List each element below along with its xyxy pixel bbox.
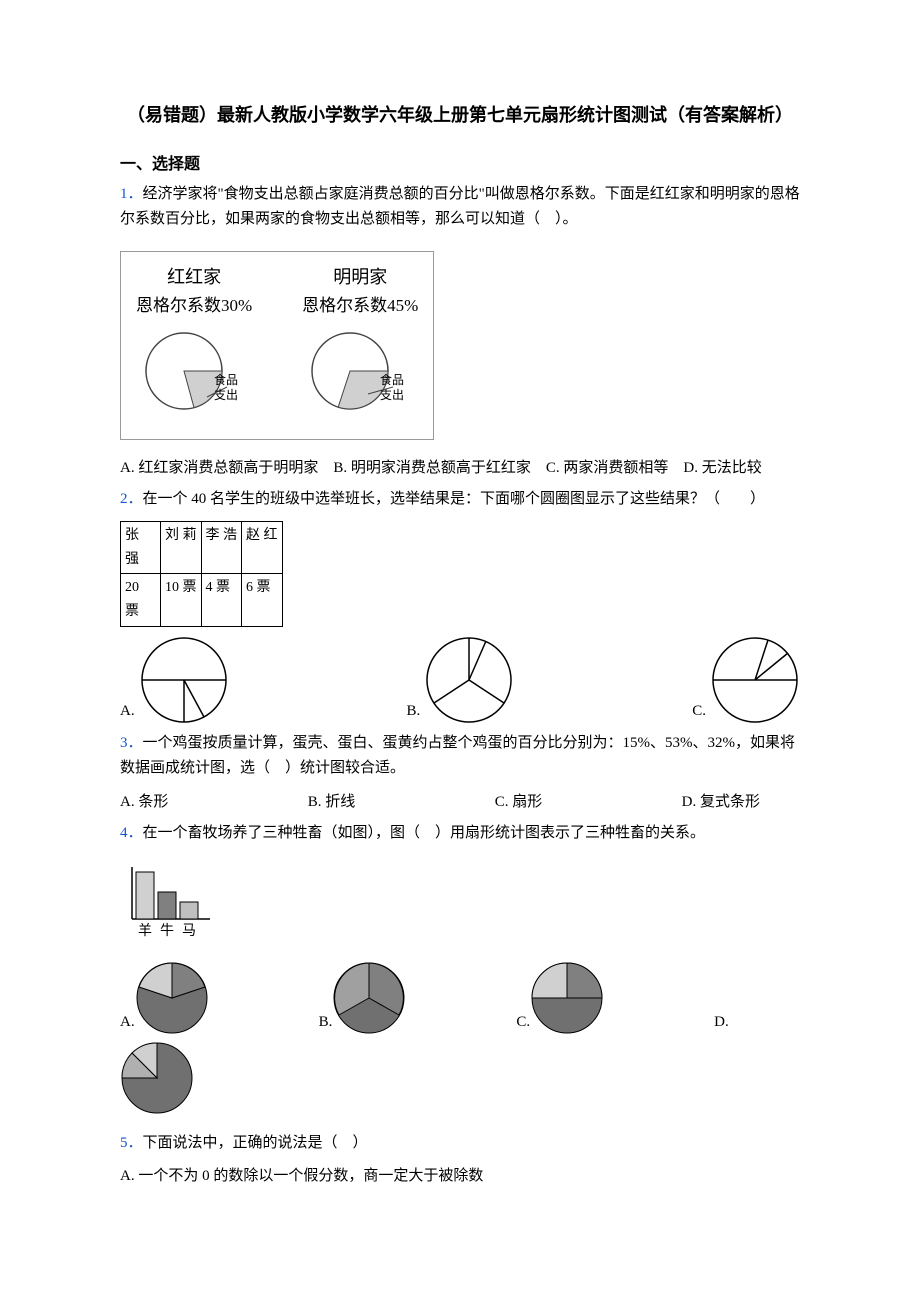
q4-opt-b-label: B.	[319, 1010, 333, 1036]
table-cell: 20 票	[121, 574, 161, 627]
q4-opt-d-label: D.	[714, 1010, 729, 1036]
engel-right-label: 食品	[380, 372, 404, 387]
section-header: 一、选择题	[120, 151, 800, 178]
q1-opt-a: A. 红红家消费总额高于明明家	[120, 456, 318, 482]
table-cell: 4 票	[201, 574, 242, 627]
table-cell: 李 浩	[201, 521, 242, 574]
engel-right: 明明家 恩格尔系数45% 食品 支出	[302, 262, 418, 429]
q4-barchart: 羊 牛 马	[120, 857, 800, 952]
table-row: 张 强 刘 莉 李 浩 赵 红	[121, 521, 283, 574]
q3-options: A. 条形 B. 折线 C. 扇形 D. 复式条形	[120, 790, 800, 816]
engel-right-name: 明明家	[302, 262, 418, 293]
engel-left-pie: 食品 支出	[139, 329, 249, 419]
q1-options: A. 红红家消费总额高于明明家 B. 明明家消费总额高于红红家 C. 两家消费额…	[120, 456, 800, 482]
svg-text:马: 马	[182, 923, 196, 939]
q4-text: 在一个畜牧场养了三种牲畜（如图），图（ ）用扇形统计图表示了三种牲畜的关系。	[143, 825, 706, 841]
q2-opt-c-label: C.	[692, 699, 706, 725]
q2-pie-a	[139, 635, 229, 725]
q1-opt-c: C. 两家消费额相等	[546, 456, 669, 482]
q1-number: 1．	[120, 186, 143, 202]
q2-pie-c	[710, 635, 800, 725]
question-1: 1．经济学家将"食物支出总额占家庭消费总额的百分比"叫做恩格尔系数。下面是红红家…	[120, 182, 800, 233]
q4-opt-a-label: A.	[120, 1010, 135, 1036]
q2-pie-b	[424, 635, 514, 725]
engel-diagram-box: 红红家 恩格尔系数30% 食品 支出 明明家 恩格尔系数45% 食品 支出	[120, 251, 434, 440]
table-cell: 赵 红	[242, 521, 283, 574]
engel-left-coef: 恩格尔系数30%	[136, 292, 252, 321]
svg-text:羊: 羊	[138, 923, 152, 939]
q4-pie-d-wrap	[120, 1041, 800, 1125]
engel-left: 红红家 恩格尔系数30% 食品 支出	[136, 262, 252, 429]
svg-text:支出: 支出	[214, 388, 238, 402]
q4-pie-d	[120, 1041, 194, 1115]
q2-opt-a-label: A.	[120, 699, 135, 725]
table-row: 20 票 10 票 4 票 6 票	[121, 574, 283, 627]
q1-opt-b: B. 明明家消费总额高于红红家	[333, 456, 531, 482]
q4-number: 4．	[120, 825, 143, 841]
vote-table: 张 强 刘 莉 李 浩 赵 红 20 票 10 票 4 票 6 票	[120, 521, 283, 627]
q3-opt-b: B. 折线	[308, 790, 356, 816]
q2-opt-b-label: B.	[407, 699, 421, 725]
q5-opt-a: A. 一个不为 0 的数除以一个假分数，商一定大于被除数	[120, 1164, 800, 1190]
q4-pie-c	[530, 961, 604, 1035]
q2-text: 在一个 40 名学生的班级中选举班长，选举结果是：下面哪个圆圈图显示了这些结果？…	[143, 491, 766, 507]
q2-options: A. B. C.	[120, 635, 800, 725]
q5-number: 5．	[120, 1135, 143, 1151]
q4-options-row1: A. B. C. D.	[120, 961, 800, 1035]
q1-opt-d: D. 无法比较	[683, 456, 761, 482]
q4-pie-b	[332, 961, 406, 1035]
q3-number: 3．	[120, 735, 143, 751]
table-cell: 10 票	[161, 574, 202, 627]
q4-pie-a	[135, 961, 209, 1035]
question-2: 2．在一个 40 名学生的班级中选举班长，选举结果是：下面哪个圆圈图显示了这些结…	[120, 487, 800, 513]
engel-right-coef: 恩格尔系数45%	[302, 292, 418, 321]
table-cell: 刘 莉	[161, 521, 202, 574]
q3-opt-a: A. 条形	[120, 790, 168, 816]
q1-text: 经济学家将"食物支出总额占家庭消费总额的百分比"叫做恩格尔系数。下面是红红家和明…	[120, 186, 800, 228]
document-title: （易错题）最新人教版小学数学六年级上册第七单元扇形统计图测试（有答案解析）	[120, 100, 800, 131]
question-3: 3．一个鸡蛋按质量计算，蛋壳、蛋白、蛋黄约占整个鸡蛋的百分比分别为：15%、53…	[120, 731, 800, 782]
question-5: 5．下面说法中，正确的说法是（ ）	[120, 1131, 800, 1157]
question-4: 4．在一个畜牧场养了三种牲畜（如图），图（ ）用扇形统计图表示了三种牲畜的关系。	[120, 821, 800, 847]
svg-text:牛: 牛	[160, 923, 174, 939]
q2-number: 2．	[120, 491, 143, 507]
q5-text: 下面说法中，正确的说法是（ ）	[143, 1135, 368, 1151]
q3-opt-d: D. 复式条形	[682, 790, 760, 816]
q4-opt-c-label: C.	[516, 1010, 530, 1036]
q3-opt-c: C. 扇形	[495, 790, 543, 816]
table-cell: 张 强	[121, 521, 161, 574]
engel-right-pie: 食品 支出	[305, 329, 415, 419]
table-cell: 6 票	[242, 574, 283, 627]
q3-text: 一个鸡蛋按质量计算，蛋壳、蛋白、蛋黄约占整个鸡蛋的百分比分别为：15%、53%、…	[120, 735, 795, 777]
engel-left-label: 食品	[214, 372, 238, 387]
svg-text:支出: 支出	[380, 388, 404, 402]
engel-left-name: 红红家	[136, 262, 252, 293]
